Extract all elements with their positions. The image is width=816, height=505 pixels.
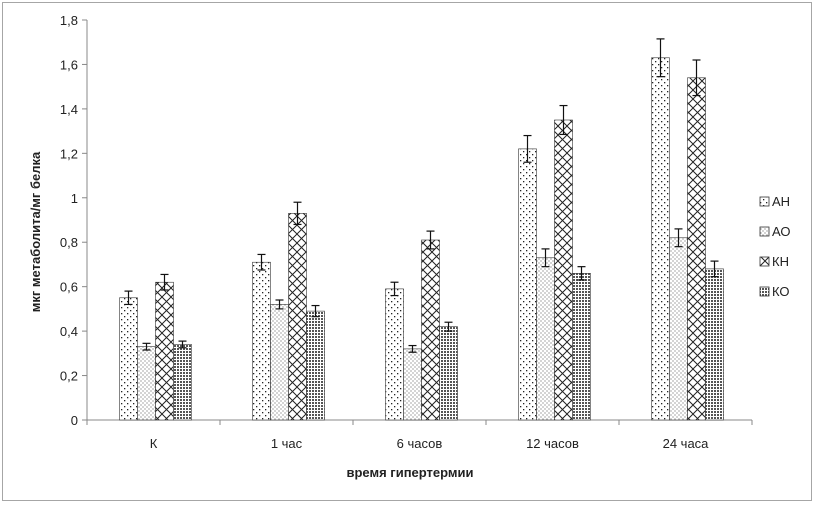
legend-label: АН xyxy=(772,194,790,209)
bar xyxy=(554,119,573,421)
y-tick-label: 0,6 xyxy=(60,280,78,295)
legend-swatch xyxy=(759,286,770,297)
x-tick-label: 1 час xyxy=(271,436,303,451)
y-tick-label: 1,6 xyxy=(60,57,78,72)
x-tick-label: 24 часа xyxy=(663,436,710,451)
bar xyxy=(669,237,688,421)
bar xyxy=(155,281,174,421)
bar xyxy=(651,57,670,421)
bar xyxy=(385,288,404,421)
x-tick-label: 6 часов xyxy=(397,436,443,451)
y-tick-label: 0,8 xyxy=(60,235,78,250)
legend-swatch xyxy=(759,256,770,267)
bar xyxy=(270,304,289,421)
bar xyxy=(306,310,325,421)
legend-label: КН xyxy=(772,254,789,269)
bar xyxy=(518,148,537,421)
bar xyxy=(705,268,724,421)
x-tick-label: К xyxy=(150,436,158,451)
x-tick-label: 12 часов xyxy=(526,436,579,451)
bar xyxy=(687,77,706,421)
y-tick-label: 1,4 xyxy=(60,102,78,117)
legend-label: КО xyxy=(772,284,790,299)
bar xyxy=(536,257,555,421)
bar xyxy=(403,348,422,421)
legend-swatch xyxy=(759,196,770,207)
x-axis-title: время гипертермии xyxy=(346,465,473,480)
bar xyxy=(439,326,458,421)
y-tick-label: 1,2 xyxy=(60,146,78,161)
legend-label: АО xyxy=(772,224,791,239)
y-tick-label: 0,4 xyxy=(60,324,78,339)
y-tick-label: 0 xyxy=(71,413,78,428)
bar xyxy=(252,261,271,421)
bar xyxy=(173,344,192,421)
y-tick-label: 0,2 xyxy=(60,369,78,384)
legend: АН АО КН КО xyxy=(759,194,791,299)
plot-area: 0 0,2 0,4 0,6 0,8 1 1,2 1,4 1,6 1,8 К 1 час 6 часов 1… xyxy=(60,13,753,451)
bar xyxy=(572,273,591,421)
legend-swatch xyxy=(759,226,770,237)
bar xyxy=(421,239,440,421)
bar xyxy=(137,346,156,421)
y-tick-label: 1,8 xyxy=(60,13,78,28)
y-tick-label: 1 xyxy=(71,191,78,206)
bar xyxy=(119,297,138,421)
bar xyxy=(288,213,307,421)
y-axis-title: мкг метаболита/мг белка xyxy=(28,151,43,312)
